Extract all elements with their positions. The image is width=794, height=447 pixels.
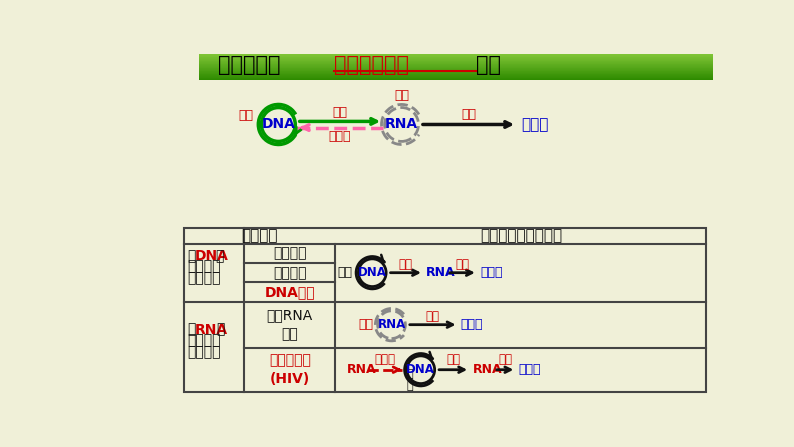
- Text: RNA: RNA: [195, 323, 229, 337]
- Bar: [199, 57, 713, 58]
- Text: 转录: 转录: [446, 353, 461, 366]
- Bar: [199, 59, 713, 60]
- Text: 以: 以: [187, 323, 196, 337]
- Bar: [199, 52, 713, 53]
- Text: 逆转录: 逆转录: [375, 353, 396, 366]
- Text: DNA: DNA: [195, 249, 229, 263]
- Text: RNA: RNA: [377, 318, 406, 331]
- Text: 质的生物: 质的生物: [187, 345, 221, 359]
- Text: 翻译: 翻译: [456, 258, 469, 271]
- Text: 以: 以: [187, 249, 196, 263]
- Text: 转录: 转录: [333, 105, 348, 118]
- Text: 质的生物: 质的生物: [187, 271, 221, 285]
- Text: 过程: 过程: [476, 55, 501, 75]
- Text: 翻译: 翻译: [426, 310, 440, 323]
- Bar: [199, 49, 713, 50]
- Bar: [199, 56, 713, 57]
- Text: RNA: RNA: [347, 363, 376, 376]
- Bar: [199, 61, 713, 62]
- Text: DNA: DNA: [358, 266, 387, 279]
- Text: RNA: RNA: [385, 118, 418, 131]
- Text: 作: 作: [215, 249, 224, 263]
- Text: 各种生物的: 各种生物的: [218, 55, 281, 75]
- Text: 复制: 复制: [394, 89, 409, 102]
- Bar: [199, 77, 713, 78]
- Text: DNA病毒: DNA病毒: [264, 285, 315, 299]
- Text: 为遗传物: 为遗传物: [187, 333, 221, 347]
- Text: 翻译: 翻译: [498, 353, 512, 366]
- Bar: [199, 55, 713, 56]
- Text: 作: 作: [216, 323, 225, 337]
- Text: 复制: 复制: [337, 266, 353, 279]
- Bar: [199, 69, 713, 70]
- Bar: [199, 78, 713, 79]
- Bar: [199, 75, 713, 76]
- Bar: [199, 79, 713, 80]
- Bar: [199, 51, 713, 52]
- Bar: [199, 74, 713, 75]
- Text: 蛋白质: 蛋白质: [518, 363, 541, 376]
- Text: DNA: DNA: [261, 118, 295, 131]
- Bar: [199, 65, 713, 66]
- Text: 遗传信息传递: 遗传信息传递: [333, 55, 409, 75]
- Text: 一般RNA
病毒: 一般RNA 病毒: [267, 308, 313, 341]
- Text: 蛋白质: 蛋白质: [521, 117, 549, 132]
- Text: 生物种类: 生物种类: [241, 228, 278, 244]
- Text: 复制: 复制: [238, 109, 253, 122]
- Text: 原核生物: 原核生物: [273, 246, 306, 261]
- Bar: [199, 76, 713, 77]
- Bar: [199, 73, 713, 74]
- Text: 转录: 转录: [399, 258, 413, 271]
- Text: 复
制: 复 制: [407, 369, 414, 391]
- Bar: [199, 68, 713, 69]
- Text: 真核生物: 真核生物: [273, 266, 306, 280]
- Text: 逆转录: 逆转录: [329, 130, 351, 143]
- Bar: [199, 72, 713, 73]
- Bar: [184, 228, 707, 392]
- Bar: [199, 63, 713, 64]
- Bar: [199, 50, 713, 51]
- Text: RNA: RNA: [426, 266, 456, 279]
- Text: 翻译: 翻译: [461, 108, 476, 121]
- Bar: [199, 60, 713, 61]
- Bar: [199, 67, 713, 68]
- Bar: [199, 58, 713, 59]
- Text: 蛋白质: 蛋白质: [461, 318, 484, 331]
- Bar: [199, 71, 713, 72]
- Text: 遗传信息的传递过程: 遗传信息的传递过程: [480, 228, 562, 244]
- Text: 逆转录病毒
(HIV): 逆转录病毒 (HIV): [269, 354, 310, 386]
- Bar: [199, 53, 713, 54]
- Bar: [199, 64, 713, 65]
- Text: 蛋白质: 蛋白质: [480, 266, 503, 279]
- Bar: [199, 62, 713, 63]
- Bar: [199, 66, 713, 67]
- Text: DNA: DNA: [407, 363, 435, 376]
- Text: RNA: RNA: [472, 363, 502, 376]
- Text: 复制: 复制: [359, 318, 374, 331]
- Bar: [199, 70, 713, 71]
- Bar: [199, 54, 713, 55]
- Text: 为遗传物: 为遗传物: [187, 260, 221, 274]
